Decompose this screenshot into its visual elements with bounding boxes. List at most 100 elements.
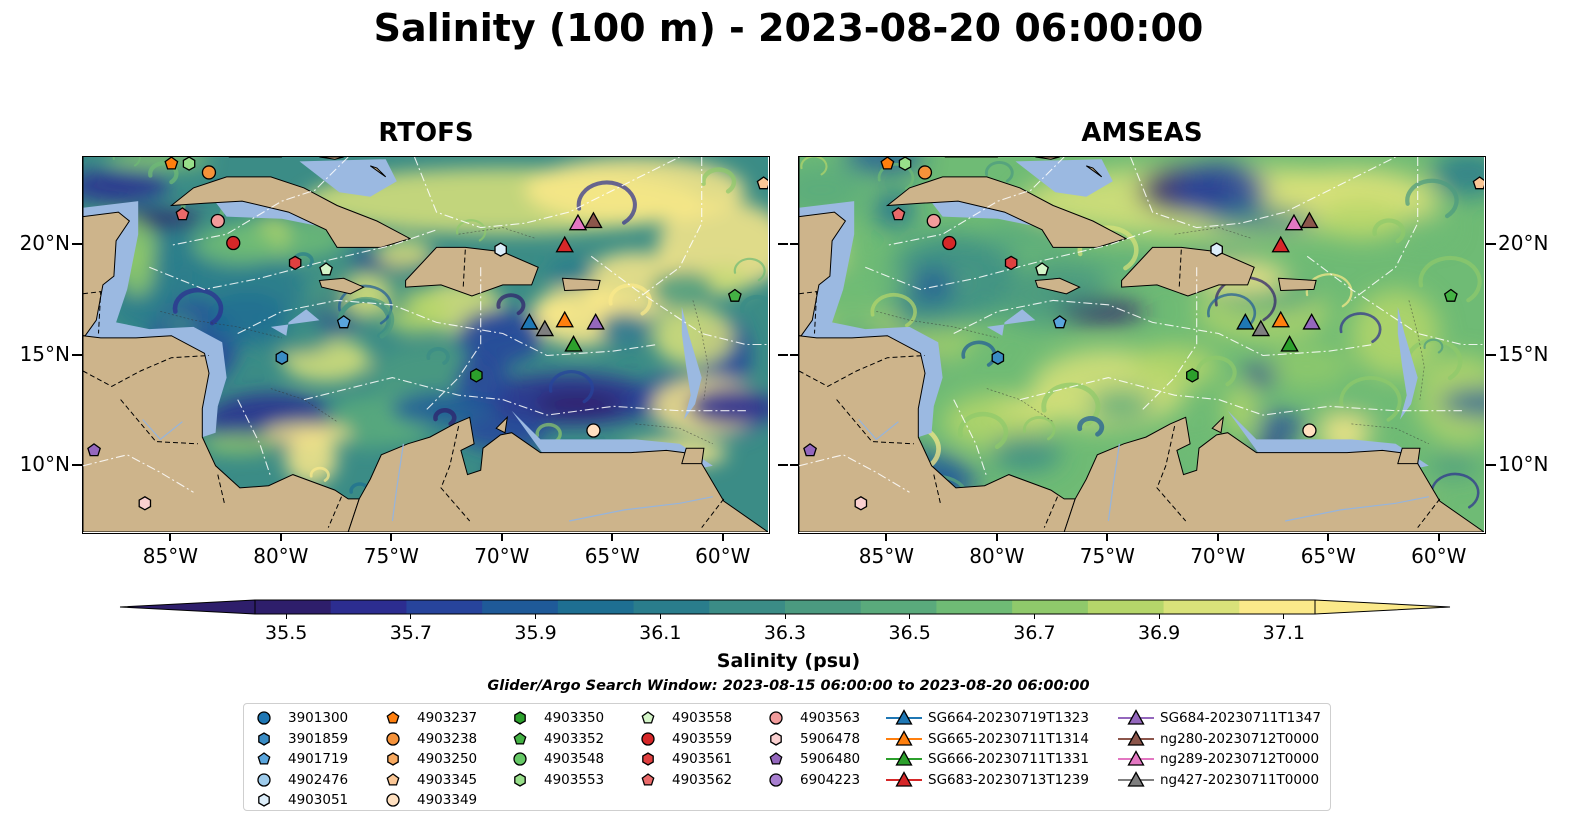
platform-marker	[201, 165, 217, 180]
lat-tick-mark	[1486, 463, 1496, 466]
platform-marker	[1052, 315, 1067, 329]
platform-marker	[803, 443, 817, 457]
lat-tick-label-left: 20°N	[19, 231, 70, 256]
lat-tick-label-right: 15°N	[1498, 341, 1549, 366]
colorbar-cell	[936, 600, 1013, 614]
legend-marker-icon	[514, 711, 526, 725]
colorbar-cell	[1239, 600, 1316, 614]
colorbar-tick-mark	[285, 614, 287, 619]
colorbar-tick-label: 36.7	[1013, 622, 1056, 644]
lat-tick-mark	[72, 353, 82, 356]
lat-tick-mark	[72, 463, 82, 466]
platform-marker	[535, 319, 555, 337]
platform-marker	[568, 213, 588, 231]
legend-marker-icon	[642, 752, 654, 766]
legend-label: 4903345	[417, 771, 478, 788]
legend-label: 5906480	[800, 751, 861, 767]
colorbar-cell	[330, 600, 407, 614]
platform-marker	[586, 312, 605, 330]
platform-marker	[87, 443, 101, 457]
platform-marker	[942, 235, 957, 251]
legend-label: 3901300	[288, 710, 349, 726]
platform-marker	[1472, 176, 1484, 190]
legend-marker-icon	[386, 731, 400, 746]
colorbar-tick-mark	[909, 614, 911, 619]
legend-marker-icon	[514, 772, 526, 787]
legend-marker-icon	[1118, 709, 1154, 725]
salinity-field	[83, 157, 768, 532]
panel-title-amseas: AMSEAS	[1081, 118, 1203, 148]
legend-label: 4903561	[672, 751, 733, 767]
colorbar-cell	[785, 600, 862, 614]
map-amseas[interactable]	[798, 156, 1486, 534]
rivers	[858, 419, 1429, 522]
platform-marker	[275, 350, 289, 365]
platform-marker	[164, 157, 179, 170]
colorbar-tick-label: 35.7	[389, 622, 433, 644]
colorbar-tick-mark	[659, 614, 661, 619]
platform-marker	[926, 213, 941, 229]
legend-marker-icon	[257, 772, 271, 787]
lat-tick-mark	[778, 353, 788, 356]
platform-marker	[727, 288, 742, 302]
legend-marker-icon	[257, 711, 271, 725]
platform-marker	[555, 310, 574, 328]
platform-marker	[898, 157, 912, 171]
colorbar-tick-mark	[784, 614, 786, 619]
platform-marker	[917, 165, 933, 180]
legend-label: SG666-20230711T1331	[928, 751, 1089, 767]
legend-marker-icon	[387, 752, 399, 766]
isobaths	[876, 227, 1429, 445]
colorbar	[119, 599, 1451, 615]
legend-marker-icon	[1118, 770, 1154, 787]
colorbar-tick-label: 36.9	[1137, 622, 1181, 644]
lat-tick-mark	[1486, 353, 1496, 356]
colorbar-tick-label: 36.1	[639, 622, 682, 644]
lon-tick-mark	[1106, 534, 1109, 541]
lon-tick-mark	[995, 534, 998, 541]
colorbar-tick-label: 35.5	[265, 622, 308, 644]
colorbar-tick-label: 37.1	[1262, 622, 1305, 644]
platform-marker	[226, 235, 241, 251]
legend-label: 3901859	[288, 730, 349, 747]
platform-marker	[336, 315, 351, 329]
lat-tick-mark	[778, 243, 788, 246]
lon-tick-mark	[1437, 534, 1440, 541]
platform-marker	[1280, 335, 1299, 352]
legend-label: 4903250	[417, 751, 478, 767]
lon-tick-mark	[611, 534, 614, 541]
lon-tick-label: 70°W	[474, 544, 530, 568]
colorbar-cell	[406, 600, 483, 614]
legend-label: 4903352	[544, 730, 605, 747]
colorbar-tick-mark	[1158, 614, 1160, 619]
map-rtofs[interactable]	[82, 156, 770, 534]
lon-tick-mark	[390, 534, 393, 541]
lon-tick-mark	[1327, 534, 1330, 541]
lon-tick-mark	[500, 534, 503, 541]
platform-marker	[564, 335, 583, 352]
platform-marker	[586, 423, 601, 438]
legend-label: 4903548	[544, 751, 605, 767]
country-borders	[799, 249, 1441, 528]
map-canvas-amseas	[799, 157, 1484, 532]
colorbar-cell	[1087, 600, 1165, 614]
legend-marker-icon	[769, 711, 783, 725]
lon-tick-label: 75°W	[1079, 544, 1135, 568]
eez-boundaries	[83, 157, 768, 493]
platform-marker	[991, 350, 1005, 365]
platform-marker	[1210, 242, 1223, 257]
lat-tick-label-right: 20°N	[1498, 231, 1549, 256]
figure-title: Salinity (100 m) - 2023-08-20 06:00:00	[373, 6, 1204, 50]
platform-marker	[1035, 262, 1049, 276]
platform-marker	[854, 496, 868, 511]
lat-tick-mark	[790, 243, 798, 246]
legend-marker-icon	[769, 772, 783, 787]
colorbar-cell	[1163, 600, 1240, 614]
legend-label: 4903238	[417, 730, 478, 747]
search-window-caption: Glider/Argo Search Window: 2023-08-15 06…	[487, 678, 1090, 694]
platform-marker	[1284, 213, 1304, 231]
legend-label: 4903051	[288, 792, 349, 808]
legend-label: ng280-20230712T0000	[1160, 730, 1320, 747]
isobaths	[160, 227, 713, 445]
legend-label: 4903350	[544, 710, 605, 726]
